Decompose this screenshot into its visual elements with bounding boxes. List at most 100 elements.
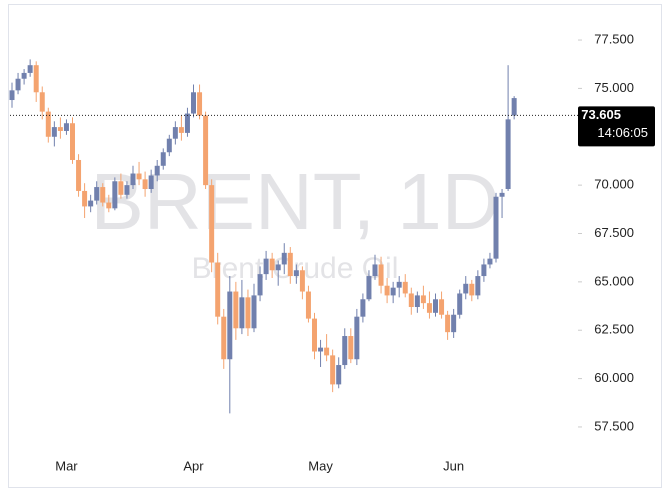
candle-body: [160, 152, 166, 166]
candle-body: [118, 181, 124, 195]
y-tick-label: 65.000: [594, 273, 634, 288]
candle-body: [94, 187, 100, 201]
candle-body: [505, 119, 511, 190]
candle-body: [221, 316, 227, 360]
last-price-box: [578, 106, 655, 147]
candle-body: [408, 293, 414, 308]
candle-body: [426, 303, 432, 313]
x-tick-label: Mar: [55, 458, 78, 473]
candle-body: [336, 365, 342, 385]
candle-body: [324, 347, 330, 356]
candle-body: [299, 270, 305, 292]
x-tick-label: Apr: [183, 458, 204, 473]
candle-body: [88, 200, 94, 207]
candle-body: [487, 258, 493, 265]
candle-body: [112, 181, 118, 209]
candle-body: [15, 78, 21, 91]
candle-body: [191, 92, 196, 114]
candle-body: [342, 336, 348, 366]
candle-body: [178, 127, 184, 133]
candle-body: [45, 111, 51, 137]
candle-body: [457, 293, 463, 315]
candle-body: [493, 196, 499, 259]
y-tick-label: 60.000: [594, 370, 634, 385]
candle-body: [51, 127, 57, 137]
candle-body: [396, 281, 402, 288]
candle-body: [463, 283, 469, 294]
candle-body: [402, 281, 408, 294]
y-tick-label: 70.000: [594, 177, 634, 192]
candle-body: [82, 190, 88, 207]
candle-body: [511, 98, 517, 116]
candle-body: [124, 185, 130, 195]
candle-body: [142, 179, 148, 190]
candle-body: [203, 115, 209, 186]
candle-body: [209, 185, 215, 263]
candle-body: [100, 187, 106, 203]
candle-body: [263, 258, 269, 275]
last-price-label: 73.605: [581, 107, 621, 122]
candle-body: [439, 299, 445, 315]
candle-body: [384, 285, 390, 296]
candle-body: [318, 347, 324, 352]
y-tick-label: 77.500: [594, 31, 634, 46]
candle-body: [269, 258, 275, 271]
candle-body: [27, 65, 33, 73]
candle-body: [445, 314, 451, 333]
candle-body: [330, 355, 336, 385]
candle-body: [499, 192, 505, 197]
candle-body: [390, 287, 396, 296]
candle-body: [420, 295, 426, 304]
candle-body: [257, 274, 263, 296]
candle-body: [354, 316, 360, 360]
candle-body: [172, 127, 178, 139]
x-tick-label: May: [308, 458, 333, 473]
candle-body: [251, 295, 257, 329]
candle-body: [197, 92, 203, 116]
candle-body: [76, 159, 82, 191]
candle-body: [293, 270, 299, 277]
candle-body: [166, 138, 172, 153]
candle-body: [360, 299, 366, 317]
candle-body: [154, 165, 160, 176]
candle-body: [475, 276, 481, 296]
candle-body: [184, 113, 190, 133]
candle-body: [275, 264, 281, 271]
candle-body: [106, 202, 112, 209]
candle-body: [366, 276, 372, 300]
candle-body: [414, 295, 420, 308]
candle-body: [57, 127, 63, 131]
candle-body: [245, 297, 251, 329]
last-time-label: 14:06:05: [597, 125, 648, 140]
candle-body: [348, 336, 354, 360]
y-tick-label: 57.500: [594, 418, 634, 433]
candle-body: [433, 299, 438, 313]
candle-body: [378, 264, 384, 286]
candle-body: [305, 291, 311, 319]
candle-body: [33, 65, 39, 93]
candle-body: [281, 252, 287, 265]
candle-body: [21, 72, 27, 79]
candle-body: [287, 252, 293, 277]
candle-body: [233, 291, 239, 329]
watermark: BRENT, 1D: [91, 157, 500, 246]
candle-body: [39, 92, 45, 112]
candle-body: [9, 90, 15, 101]
candle-body: [130, 173, 136, 186]
candle-body: [215, 262, 221, 317]
candle-body: [227, 291, 233, 360]
watermark-subtitle: Brent Crude Oil: [192, 252, 399, 285]
candle-body: [469, 283, 475, 296]
candle-body: [70, 123, 75, 160]
y-tick-label: 62.500: [594, 322, 634, 337]
candle-body: [148, 175, 154, 190]
candle-body: [136, 173, 142, 180]
candle-body: [451, 314, 457, 333]
candle-body: [312, 318, 317, 352]
y-tick-label: 75.000: [594, 80, 634, 95]
chart-frame: [8, 4, 662, 488]
candle-body: [481, 264, 487, 277]
candle-body: [63, 123, 69, 131]
x-tick-label: Jun: [443, 458, 464, 473]
